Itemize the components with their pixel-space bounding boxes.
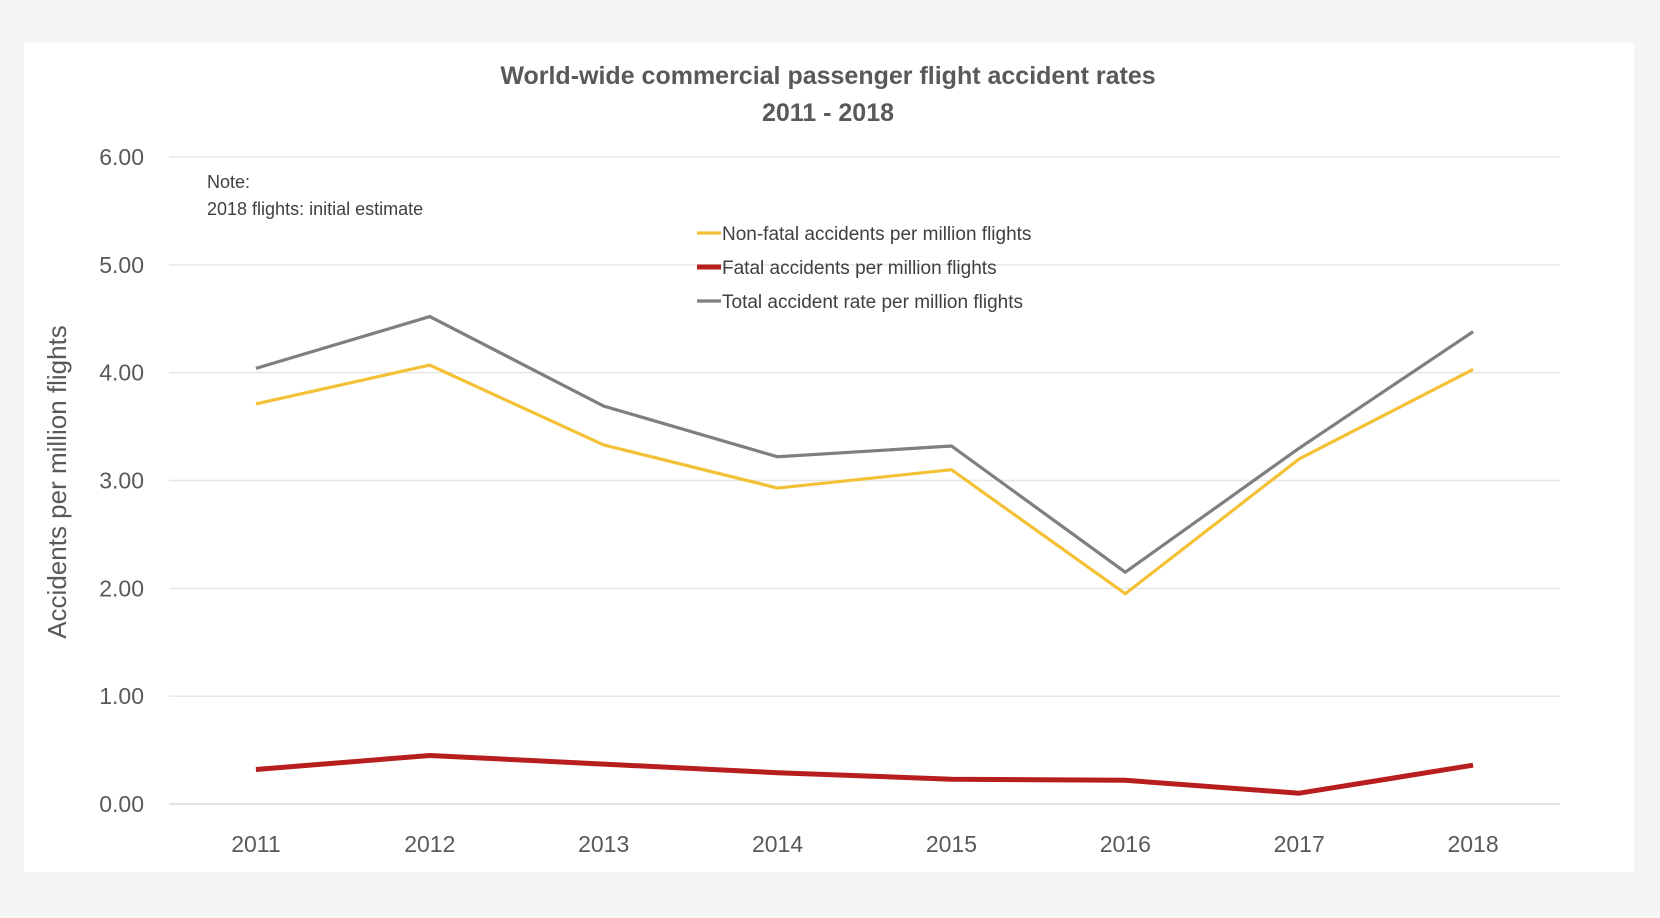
chart-title: World-wide commercial passenger flight a… [500, 62, 1155, 90]
x-tick-label: 2014 [752, 831, 803, 857]
y-tick-label: 6.00 [99, 144, 144, 170]
chart-panel [24, 43, 1634, 872]
y-tick-label: 2.00 [99, 575, 144, 601]
series-line-0 [255, 363, 1474, 596]
legend-label: Total accident rate per million flights [722, 292, 1023, 313]
chart-subtitle: 2011 - 2018 [762, 99, 894, 127]
x-tick-label: 2017 [1274, 831, 1325, 857]
series-line-1 [255, 752, 1474, 796]
x-tick-label: 2016 [1100, 831, 1151, 857]
y-axis-label: Accidents per million flights [42, 325, 72, 639]
y-tick-label: 0.00 [99, 791, 144, 817]
y-tick-label: 5.00 [99, 252, 144, 278]
note-line-1: Note: [207, 172, 250, 192]
y-tick-label: 1.00 [99, 683, 144, 709]
note-line-2: 2018 flights: initial estimate [207, 199, 423, 219]
legend-label: Fatal accidents per million flights [722, 258, 997, 279]
x-tick-label: 2013 [578, 831, 629, 857]
x-tick-label: 2015 [926, 831, 977, 857]
x-tick-label: 2011 [231, 831, 280, 857]
legend-label: Non-fatal accidents per million flights [722, 224, 1031, 245]
series-line-2 [255, 314, 1474, 574]
y-tick-label: 4.00 [99, 360, 144, 386]
y-tick-label: 3.00 [99, 468, 144, 494]
x-tick-label: 2018 [1447, 831, 1498, 857]
x-tick-label: 2012 [404, 831, 455, 857]
